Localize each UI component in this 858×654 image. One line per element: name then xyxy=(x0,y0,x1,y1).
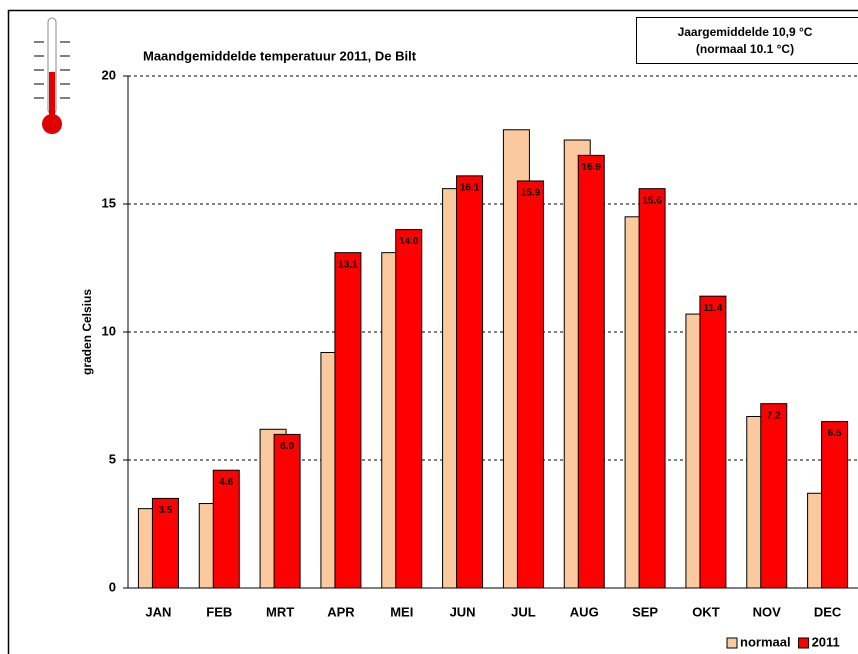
data-label: 3.5 xyxy=(158,505,172,516)
data-label: 4.6 xyxy=(219,477,233,488)
data-label: 6.5 xyxy=(828,428,842,439)
thermometer-icon xyxy=(34,17,70,134)
data-label: 15.6 xyxy=(642,195,662,206)
annotation: Jaargemiddelde 10,9 °C xyxy=(678,25,813,39)
bar xyxy=(395,229,423,589)
bar xyxy=(760,403,788,589)
data-label: 13.1 xyxy=(338,259,358,270)
y-tick-label: 10 xyxy=(102,323,116,338)
x-tick-label: MEI xyxy=(390,604,413,619)
annotation-box xyxy=(636,17,858,64)
chart-title: Maandgemiddelde temperatuur 2011, De Bil… xyxy=(143,48,417,63)
x-tick-label: DEC xyxy=(814,604,842,619)
frame xyxy=(7,9,858,654)
legend-label: 2011 xyxy=(812,634,840,649)
data-label: 7.2 xyxy=(767,410,781,421)
bar xyxy=(821,421,849,589)
x-tick-label: JUL xyxy=(511,604,536,619)
x-tick-label: NOV xyxy=(753,604,782,619)
y-axis-label: graden Celsius xyxy=(80,289,94,375)
bar xyxy=(212,469,240,589)
x-tick-label: APR xyxy=(327,604,355,619)
bar xyxy=(638,188,666,589)
x-tick-label: AUG xyxy=(570,604,599,619)
data-label: 14.0 xyxy=(399,236,419,247)
data-label: 16.9 xyxy=(582,162,602,173)
x-tick-label: JUN xyxy=(450,604,476,619)
bar xyxy=(699,295,727,589)
legend-swatch xyxy=(726,637,738,649)
x-tick-label: JAN xyxy=(145,604,171,619)
x-tick-label: OKT xyxy=(692,604,720,619)
bar xyxy=(516,180,544,589)
x-tick-label: SEP xyxy=(632,604,658,619)
bar xyxy=(334,252,362,589)
legend-swatch xyxy=(798,637,810,649)
data-label: 6.0 xyxy=(280,441,294,452)
annotation: (normaal 10.1 °C) xyxy=(696,42,794,56)
x-tick-label: FEB xyxy=(206,604,232,619)
bar xyxy=(456,175,484,589)
y-tick-label: 0 xyxy=(109,579,116,594)
x-tick-label: MRT xyxy=(266,604,294,619)
y-tick-label: 20 xyxy=(102,67,116,82)
data-label: 11.4 xyxy=(703,303,722,314)
data-label: 15.9 xyxy=(521,188,541,199)
bar xyxy=(577,154,605,589)
bar xyxy=(151,497,179,589)
data-label: 16.1 xyxy=(460,182,480,193)
y-tick-label: 5 xyxy=(109,451,116,466)
legend-label: normaal xyxy=(740,634,791,649)
y-tick-label: 15 xyxy=(102,195,116,210)
bar xyxy=(273,433,301,589)
